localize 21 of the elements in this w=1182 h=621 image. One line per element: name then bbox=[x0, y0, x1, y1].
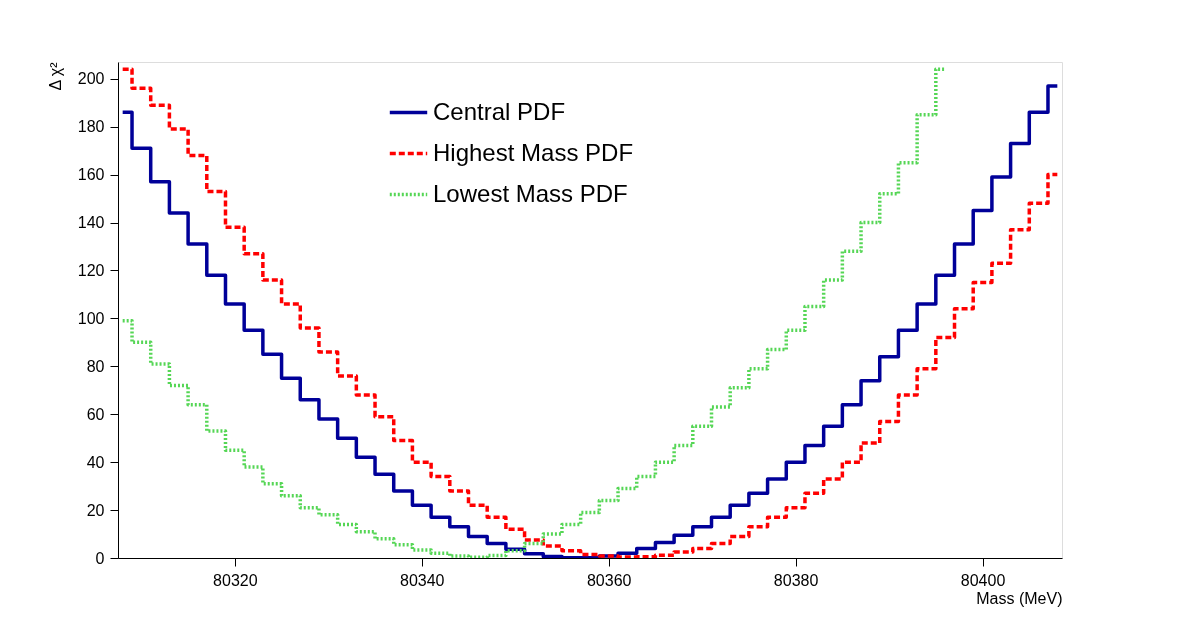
y-tick-label: 180 bbox=[77, 118, 105, 136]
x-axis-title: Mass (MeV) bbox=[976, 589, 1063, 607]
y-tick-label: 60 bbox=[86, 405, 105, 423]
y-axis-title: Δ χ² bbox=[46, 61, 64, 91]
x-tick-label: 80400 bbox=[960, 571, 1006, 589]
x-tick-label: 80340 bbox=[400, 571, 445, 589]
y-tick-label: 20 bbox=[86, 501, 105, 519]
y-tick-label: 160 bbox=[77, 166, 105, 184]
x-tick-label: 80380 bbox=[773, 571, 819, 589]
x-tick-label: 80360 bbox=[586, 571, 632, 589]
y-tick-label: 120 bbox=[77, 261, 105, 279]
y-tick-label: 0 bbox=[95, 549, 105, 567]
y-tick-label: 40 bbox=[86, 453, 105, 471]
x-tick-label: 80320 bbox=[213, 571, 258, 589]
y-tick-label: 100 bbox=[77, 309, 105, 327]
legend-label: Highest Mass PDF bbox=[433, 138, 634, 166]
legend-label: Lowest Mass PDF bbox=[433, 179, 628, 207]
y-tick-label: 140 bbox=[77, 214, 105, 232]
y-tick-label: 80 bbox=[86, 357, 105, 375]
y-tick-label: 200 bbox=[77, 70, 105, 88]
legend-label: Central PDF bbox=[433, 97, 566, 125]
